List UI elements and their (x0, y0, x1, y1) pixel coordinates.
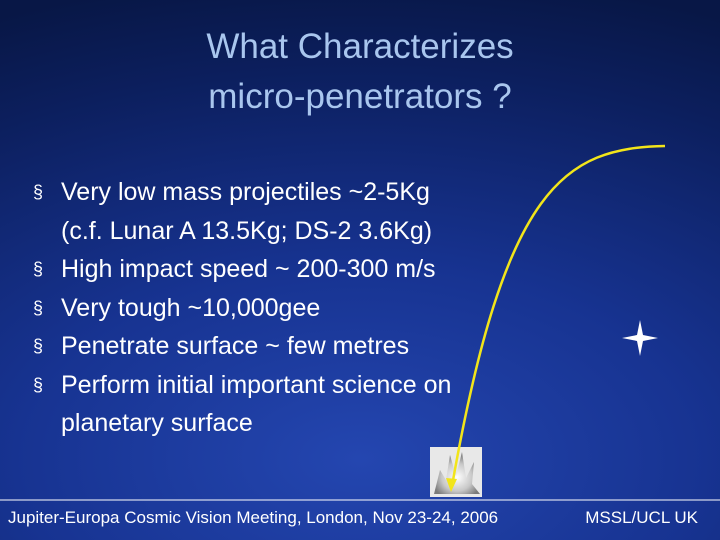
footer-left: Jupiter-Europa Cosmic Vision Meeting, Lo… (8, 508, 499, 527)
bullet-marker: § (33, 182, 44, 202)
bullet-marker: § (33, 336, 44, 356)
footer-right: MSSL/UCL UK (585, 508, 698, 527)
bullet-item: § High impact speed ~ 200-300 m/s (33, 250, 593, 289)
star (622, 320, 658, 356)
bullet-text: Penetrate surface ~ few metres (61, 332, 410, 360)
bullet-item: § Perform initial important science on pla… (33, 366, 593, 443)
bullet-marker: § (33, 259, 44, 279)
bullet-text: Very low mass projectiles ~2-5Kg (61, 178, 430, 206)
bullet-list: § Very low mass projectiles ~2-5Kg (c.f. L… (33, 173, 593, 443)
bullet-text: Very tough ~10,000gee (61, 293, 321, 322)
title: What Characterizes (206, 27, 514, 66)
bullet-item: § Penetrate surface ~ few metres (33, 327, 593, 366)
title: micro-penetrators ? (208, 77, 512, 116)
trajectory-arrow (446, 478, 457, 492)
bullet-text: (c.f. Lunar A 13.5Kg; DS-2 3.6Kg) (61, 216, 433, 245)
bullet-item: § Very tough ~10,000gee (33, 289, 593, 328)
bullet-marker: § (33, 374, 44, 395)
trajectory (450, 144, 666, 487)
bullet-text: High impact speed ~ 200-300 m/s (61, 255, 436, 283)
bullet-marker: § (33, 297, 44, 318)
bullet-text: planetary surface (61, 409, 253, 437)
bullet-text: Perform initial important science on (61, 370, 452, 399)
bullet-item: § Very low mass projectiles ~2-5Kg (c.f. L… (33, 173, 593, 250)
impact-splash (434, 452, 480, 494)
